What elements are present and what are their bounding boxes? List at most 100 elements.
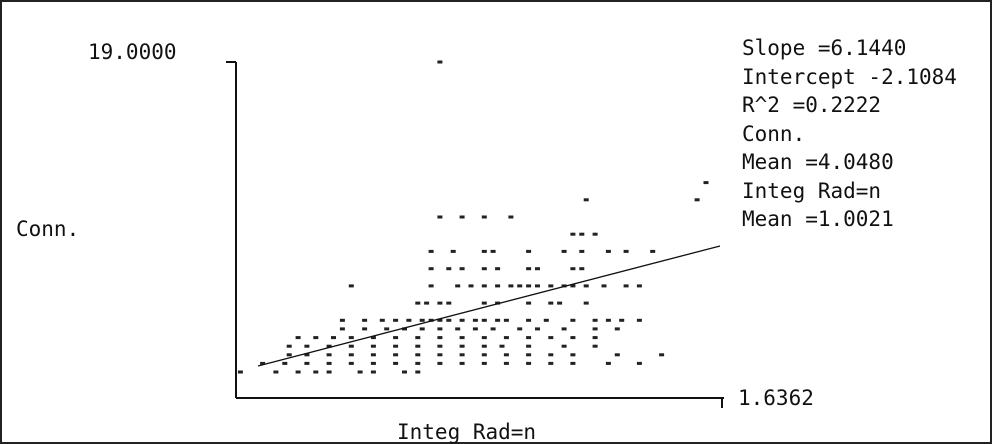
- data-point: [415, 301, 421, 305]
- y-axis-max-label: 19.0000: [88, 40, 177, 64]
- data-point: [548, 361, 554, 365]
- data-point: [459, 336, 465, 340]
- stat-y-variable: Conn.: [742, 121, 806, 146]
- data-point: [326, 370, 332, 374]
- data-point: [481, 284, 487, 288]
- data-point: [393, 353, 399, 357]
- data-point: [583, 301, 589, 305]
- data-point: [601, 284, 607, 288]
- data-point: [503, 318, 509, 322]
- stat-x-mean: Mean =1.0021: [742, 207, 894, 231]
- data-point: [481, 249, 487, 253]
- data-point: [526, 249, 532, 253]
- data-point: [548, 284, 554, 288]
- data-point: [459, 361, 465, 365]
- data-point: [415, 370, 421, 374]
- data-point: [548, 353, 554, 357]
- data-point: [424, 301, 430, 305]
- data-point: [570, 284, 576, 288]
- data-point: [592, 318, 598, 322]
- data-point: [370, 336, 376, 340]
- data-point: [481, 267, 487, 271]
- data-point: [393, 361, 399, 365]
- data-point: [459, 344, 465, 348]
- data-point: [348, 284, 354, 288]
- data-point: [579, 267, 585, 271]
- data-point: [455, 284, 461, 288]
- data-point: [650, 249, 656, 253]
- data-point: [561, 327, 567, 331]
- data-point: [415, 344, 421, 348]
- data-point: [623, 284, 629, 288]
- data-point: [304, 361, 310, 365]
- data-point: [393, 336, 399, 340]
- data-point: [481, 353, 487, 357]
- data-point: [499, 344, 505, 348]
- data-point: [295, 336, 301, 340]
- data-point: [419, 318, 425, 322]
- data-point: [535, 284, 540, 288]
- data-point: [286, 344, 292, 348]
- data-point: [304, 344, 310, 348]
- data-point: [570, 361, 576, 365]
- x-axis-max-label: 1.6362: [738, 386, 814, 410]
- data-point: [592, 344, 598, 348]
- data-point: [592, 232, 598, 236]
- data-point: [339, 327, 345, 331]
- data-point: [339, 318, 345, 322]
- data-point: [415, 336, 421, 340]
- data-point: [304, 353, 310, 357]
- data-point: [481, 344, 487, 348]
- data-point: [459, 215, 465, 219]
- data-point: [481, 336, 487, 340]
- data-point: [583, 284, 589, 288]
- data-point: [286, 353, 292, 357]
- data-point: [384, 327, 390, 331]
- data-point: [428, 318, 434, 322]
- data-point: [526, 267, 532, 271]
- data-point: [459, 318, 465, 322]
- axes: [226, 61, 724, 408]
- data-point: [393, 344, 399, 348]
- data-point: [326, 344, 332, 348]
- data-point: [446, 301, 452, 305]
- data-point: [614, 327, 620, 331]
- data-point: [481, 361, 487, 365]
- data-point: [348, 361, 354, 365]
- data-point: [557, 301, 563, 305]
- regression-line: [257, 245, 721, 367]
- data-point: [379, 318, 385, 322]
- data-point: [503, 336, 509, 340]
- data-point: [472, 327, 478, 331]
- data-point: [472, 318, 478, 322]
- data-point: [659, 353, 665, 357]
- data-point: [370, 353, 376, 357]
- data-point: [406, 318, 412, 322]
- data-point: [437, 318, 443, 322]
- data-point: [517, 284, 523, 288]
- data-point: [508, 284, 514, 288]
- data-point: [428, 249, 434, 253]
- stat-r-squared: R^2 =0.2222: [742, 93, 882, 117]
- data-point: [370, 361, 376, 365]
- data-point: [348, 353, 354, 357]
- data-point: [419, 327, 425, 331]
- data-point: [481, 215, 487, 219]
- data-point: [535, 327, 540, 331]
- data-point: [623, 249, 629, 253]
- data-point: [614, 353, 620, 357]
- data-point: [362, 318, 368, 322]
- data-point: [415, 353, 421, 357]
- data-point: [592, 336, 598, 340]
- data-point: [459, 267, 465, 271]
- data-point: [579, 249, 585, 253]
- data-points: [237, 60, 709, 374]
- data-point: [548, 301, 554, 305]
- data-point: [495, 318, 501, 322]
- data-point: [402, 327, 407, 331]
- data-point: [481, 318, 487, 322]
- data-point: [570, 267, 576, 271]
- stat-intercept: Intercept -2.1084: [742, 64, 957, 89]
- data-point: [636, 284, 642, 288]
